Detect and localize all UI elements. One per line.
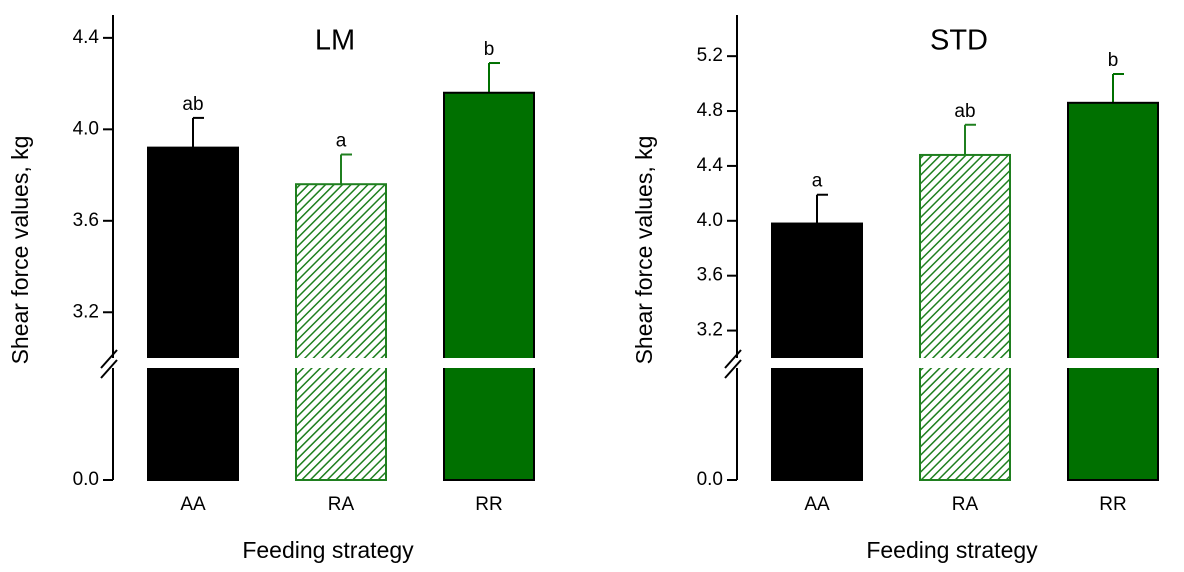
x-axis-label: Feeding strategy <box>866 537 1038 563</box>
y-tick-label: 3.6 <box>73 210 99 231</box>
x-tick-label: RA <box>328 494 355 515</box>
bar <box>919 153 1011 481</box>
bar-annotation: ab <box>954 101 975 122</box>
bar-annotation: a <box>336 131 347 152</box>
y-tick-label: 4.4 <box>697 155 724 176</box>
bar <box>1067 101 1159 481</box>
bar <box>771 222 863 481</box>
panel: STD Shear force values, kg Feeding strateg… <box>631 15 1162 563</box>
y-tick-label: 4.0 <box>697 210 723 231</box>
y-tick-label: 0.0 <box>73 469 99 490</box>
y-tick-label: 4.0 <box>73 118 99 139</box>
y-tick-label: 4.8 <box>697 100 723 121</box>
y-tick-label: 5.2 <box>697 45 723 66</box>
y-tick-label: 3.2 <box>697 320 723 341</box>
bar <box>147 146 239 481</box>
panel: LM Shear force values, kg Feeding strategy… <box>7 15 538 563</box>
axis-break <box>93 358 538 368</box>
break-mark <box>724 359 742 379</box>
x-tick-label: AA <box>180 494 206 515</box>
y-tick-label: 4.4 <box>73 27 100 48</box>
x-tick-label: RR <box>475 494 502 515</box>
break-mark <box>724 349 742 369</box>
y-tick-label: 3.6 <box>697 265 723 286</box>
break-mark <box>100 349 118 369</box>
y-axis-label: Shear force values, kg <box>631 136 657 365</box>
bar-annotation: a <box>812 171 823 192</box>
bar <box>443 91 535 481</box>
bar <box>295 183 387 481</box>
x-axis-label: Feeding strategy <box>242 537 414 563</box>
bar-annotation: ab <box>182 94 203 115</box>
axis-break <box>717 358 1162 368</box>
x-tick-label: AA <box>804 494 830 515</box>
y-axis-label: Shear force values, kg <box>7 136 33 365</box>
chart-title: LM <box>315 25 355 57</box>
x-tick-label: RR <box>1099 494 1126 515</box>
break-mark <box>100 359 118 379</box>
x-tick-label: RA <box>952 494 979 515</box>
bar-annotation: b <box>1108 50 1119 71</box>
y-tick-label: 0.0 <box>697 469 723 490</box>
y-tick-label: 3.2 <box>73 301 99 322</box>
bar-annotation: b <box>484 39 495 60</box>
chart-title: STD <box>930 25 988 57</box>
